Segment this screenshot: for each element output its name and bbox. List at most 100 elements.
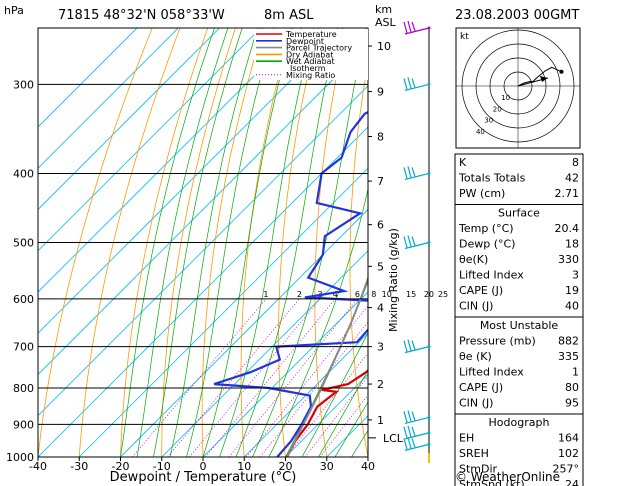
mixing-ratio-label: 1: [263, 290, 268, 299]
altitude-tick-label: 4: [377, 302, 384, 315]
wind-barb-dot: [427, 345, 431, 349]
panel-label: Lifted Index: [459, 269, 524, 282]
pressure-tick-label: 300: [13, 78, 34, 91]
wind-barb-staff: [404, 27, 430, 35]
panel-value: 40: [565, 300, 579, 313]
isotherm-line: [78, 167, 368, 457]
altitude-tick-label: 9: [377, 86, 384, 99]
wet-adiabat-line: [186, 28, 275, 457]
background-lines: [38, 28, 368, 457]
copyright: © WeatherOnline: [455, 470, 560, 484]
legend-label: Parcel Trajectory: [286, 44, 352, 53]
isotherm-line: [38, 85, 368, 417]
wind-barb-flag: [403, 78, 408, 90]
altitude-tick-label: 2: [377, 378, 384, 391]
hodograph-ring-label: 30: [484, 117, 493, 125]
x-tick-label: -40: [29, 460, 47, 473]
wind-barb-dot: [427, 26, 431, 30]
wind-barb-dot: [427, 431, 431, 435]
station-info: 71815 48°32'N 058°33'W: [58, 8, 225, 23]
x-tick-label: -10: [153, 460, 171, 473]
panel-value: 3: [572, 269, 579, 282]
mixing-ratio-line: [205, 298, 336, 457]
wind-barb: [403, 166, 431, 181]
storm-motion-arrowhead: [540, 76, 548, 82]
isotherm-line: [161, 250, 368, 457]
hodograph-params-box: [454, 413, 584, 486]
wind-barb-flag: [411, 21, 416, 32]
wind-barb-staff: [404, 172, 430, 181]
wind-barb-flag: [403, 236, 408, 248]
wind-barb-flag: [411, 78, 416, 88]
wet-adiabat-line: [301, 331, 368, 457]
altitude-tick-label: 5: [377, 260, 384, 273]
panel-label: Dewp (°C): [459, 238, 515, 251]
wind-barb-flag: [403, 438, 408, 450]
panel-value: 882: [558, 335, 579, 348]
panel-value: 330: [558, 253, 579, 266]
panel-label: Totals Totals: [458, 172, 526, 185]
dry-adiabat-line: [120, 28, 209, 457]
legend-label: Wet Adiabat: [286, 57, 335, 66]
panel-value: 95: [565, 397, 579, 410]
legend-label: Dewpoint: [286, 37, 324, 46]
hodograph-end-dot: [559, 69, 564, 74]
altitude-tick-label: 1: [377, 414, 384, 427]
mixing-ratio-line: [189, 298, 321, 457]
mixing-ratio-label: 8: [371, 290, 376, 299]
elevation-info: 8m ASL: [264, 8, 314, 23]
wind-barb-dot: [427, 241, 431, 244]
wind-barb: [403, 20, 431, 35]
wind-barb-flag: [411, 167, 416, 177]
wet-adiabat-line: [334, 401, 368, 457]
panel-label: StmDir: [459, 463, 498, 476]
panel-label: CIN (J): [459, 300, 493, 313]
legend-label: Dry Adiabat: [286, 50, 333, 59]
dry-adiabat-line: [278, 28, 320, 457]
x-tick-label: -30: [70, 460, 88, 473]
mixing-ratio-line: [319, 394, 368, 457]
wind-barb-flag: [403, 167, 408, 179]
panel-value: 8: [572, 156, 579, 169]
pressure-tick-label: 500: [13, 237, 34, 250]
mixing-ratio-label: 4: [333, 290, 338, 299]
wet-adiabat-line: [136, 28, 229, 457]
wind-barb-flag: [411, 438, 416, 448]
wet-adiabat-line: [153, 28, 243, 457]
mixing-ratio-label: 2: [297, 290, 302, 299]
wind-barb-flag: [407, 20, 412, 33]
hodograph-unit: kt: [460, 32, 469, 42]
mixing-ratio-label: 10: [382, 290, 392, 299]
legend-label: Isotherm: [290, 64, 326, 73]
dry-adiabat-line: [161, 28, 236, 457]
altitude-tick-label: 3: [377, 341, 384, 354]
wind-barb-staff: [404, 443, 430, 451]
panel-label: θe(K): [459, 253, 488, 266]
x-axis: -40 -30 -20 -10 0 10 20 30 40: [29, 457, 375, 473]
panel-label: Pressure (mb): [459, 335, 536, 348]
wind-barb-flag: [407, 410, 412, 422]
wind-barb: [403, 425, 431, 440]
legend-label: Temperature: [285, 30, 337, 39]
wind-barb-flag: [407, 437, 412, 449]
hodograph-params-title: Hodograph: [489, 416, 550, 429]
wind-barb-staff: [404, 432, 430, 440]
panel-value: 19: [565, 284, 579, 297]
wet-adiabat-line: [219, 28, 315, 457]
x-tick-label: -20: [112, 460, 130, 473]
wind-barb-staff: [404, 416, 430, 425]
panel-value: 164: [558, 432, 579, 445]
panel-value: 102: [558, 447, 579, 460]
surface-title: Surface: [498, 207, 540, 220]
panel-label: θe (K): [459, 350, 492, 363]
panel-value: 42: [565, 172, 579, 185]
wind-barb: [403, 410, 431, 425]
panel-value: 2.71: [555, 187, 580, 200]
panel-label: SREH: [459, 447, 489, 460]
wind-barb-flag: [407, 235, 412, 247]
isotherm-line: [38, 28, 262, 252]
pressure-tick-label: 900: [13, 418, 34, 431]
wind-barb-flag: [411, 411, 416, 421]
hodograph-ring-label: 10: [501, 94, 510, 102]
hpa-axis-title: hPa: [4, 4, 24, 17]
